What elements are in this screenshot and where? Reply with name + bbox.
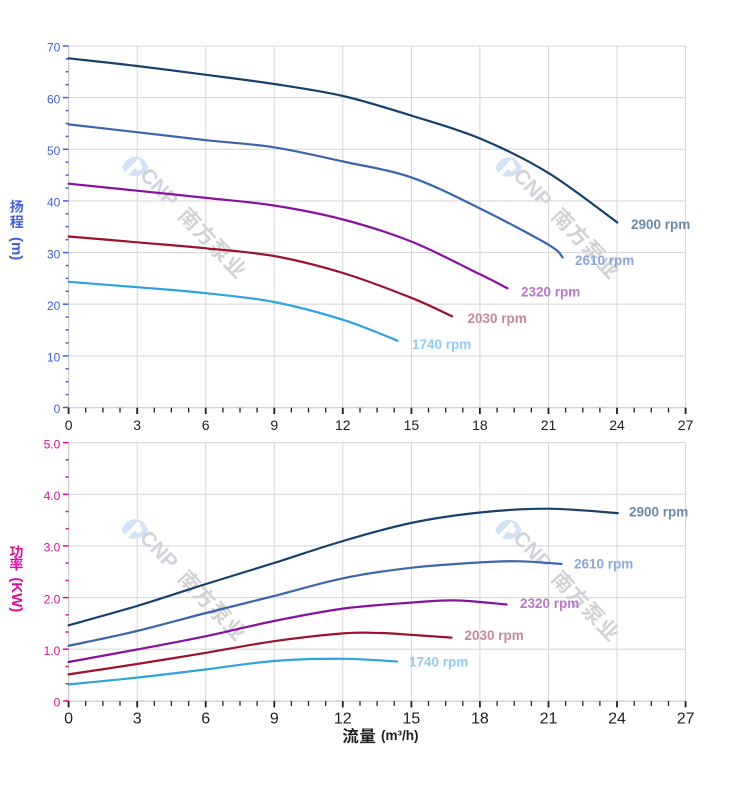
svg-text:0: 0 bbox=[65, 417, 73, 433]
svg-text:3.0: 3.0 bbox=[44, 541, 61, 555]
svg-text:6: 6 bbox=[201, 711, 210, 728]
svg-text:9: 9 bbox=[270, 711, 279, 728]
svg-text:2320 rpm: 2320 rpm bbox=[521, 284, 580, 299]
svg-text:18: 18 bbox=[472, 417, 488, 433]
svg-text:27: 27 bbox=[678, 417, 694, 433]
svg-text:24: 24 bbox=[608, 711, 626, 728]
svg-text:3: 3 bbox=[133, 711, 142, 728]
svg-text:24: 24 bbox=[609, 417, 625, 433]
svg-text:2030 rpm: 2030 rpm bbox=[465, 628, 524, 643]
svg-text:1740 rpm: 1740 rpm bbox=[412, 337, 471, 352]
svg-text:70: 70 bbox=[47, 41, 61, 55]
svg-text:0: 0 bbox=[64, 711, 73, 728]
svg-text:2610 rpm: 2610 rpm bbox=[574, 556, 633, 571]
svg-text:(KW): (KW) bbox=[8, 577, 25, 612]
svg-text:6: 6 bbox=[202, 417, 210, 433]
svg-text:60: 60 bbox=[47, 92, 61, 106]
svg-text:2030 rpm: 2030 rpm bbox=[468, 311, 527, 326]
svg-text:2900 rpm: 2900 rpm bbox=[629, 505, 688, 520]
svg-text:12: 12 bbox=[334, 711, 352, 728]
svg-text:2320 rpm: 2320 rpm bbox=[520, 596, 579, 611]
svg-text:4.0: 4.0 bbox=[44, 489, 61, 503]
svg-text:0: 0 bbox=[54, 402, 61, 416]
svg-text:20: 20 bbox=[47, 299, 61, 313]
svg-text:10: 10 bbox=[47, 351, 61, 365]
svg-text:2900 rpm: 2900 rpm bbox=[631, 217, 690, 232]
svg-text:(m): (m) bbox=[8, 237, 25, 260]
svg-text:2.0: 2.0 bbox=[44, 592, 61, 606]
svg-text:50: 50 bbox=[47, 144, 61, 158]
svg-text:15: 15 bbox=[404, 417, 420, 433]
svg-text:2610 rpm: 2610 rpm bbox=[575, 253, 634, 268]
svg-text:9: 9 bbox=[270, 417, 278, 433]
svg-text:21: 21 bbox=[540, 711, 558, 728]
svg-text:5.0: 5.0 bbox=[44, 437, 61, 451]
svg-text:18: 18 bbox=[471, 711, 489, 728]
svg-text:21: 21 bbox=[541, 417, 557, 433]
svg-text:30: 30 bbox=[47, 247, 61, 261]
svg-text:3: 3 bbox=[133, 417, 141, 433]
svg-text:15: 15 bbox=[403, 711, 421, 728]
svg-text:1740 rpm: 1740 rpm bbox=[409, 655, 468, 670]
svg-text:0: 0 bbox=[54, 696, 61, 710]
svg-text:(m³/h): (m³/h) bbox=[381, 728, 419, 743]
svg-text:40: 40 bbox=[47, 196, 61, 210]
svg-text:1.0: 1.0 bbox=[44, 644, 61, 658]
svg-text:27: 27 bbox=[677, 711, 695, 728]
svg-text:12: 12 bbox=[335, 417, 351, 433]
